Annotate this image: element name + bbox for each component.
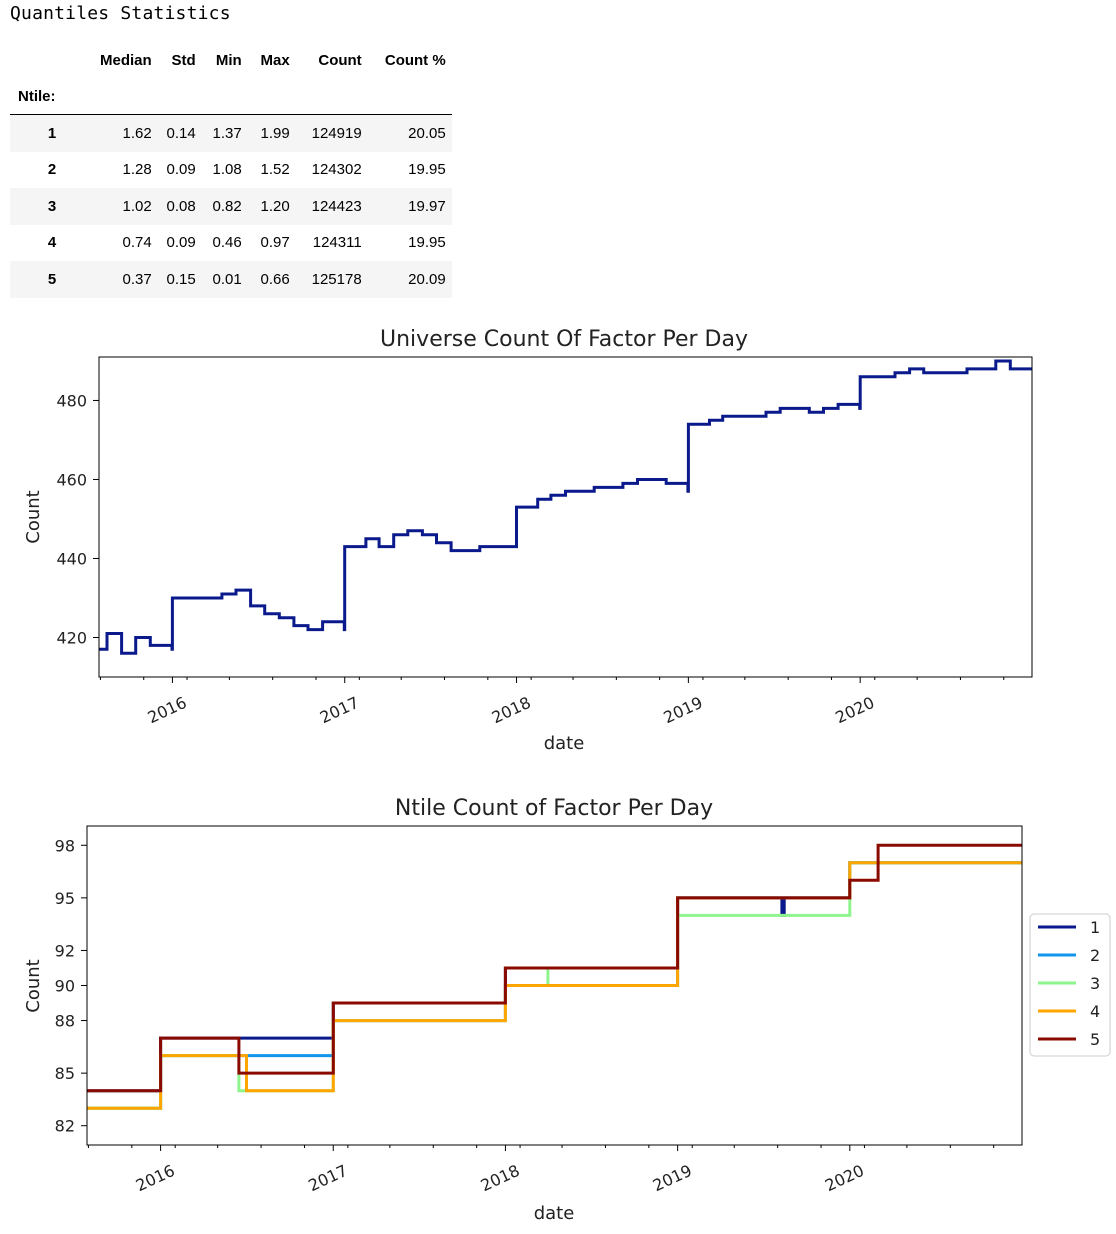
y-tick-label: 420 — [56, 628, 87, 647]
legend-label-3: 3 — [1090, 974, 1100, 993]
ntile-cell: 3 — [47, 197, 57, 215]
series-line-4 — [87, 861, 1022, 1110]
median-cell: 1.62 — [122, 124, 152, 142]
count-cell: 125178 — [311, 270, 362, 288]
y-tick-label: 440 — [56, 549, 87, 568]
quantiles-table: Median Std Min Max Count Count % Ntile: … — [10, 42, 452, 298]
count-cell: 124311 — [312, 234, 362, 252]
legend-label-5: 5 — [1090, 1030, 1100, 1049]
median-cell: 1.28 — [122, 161, 152, 179]
x-axis-title: date — [534, 1203, 575, 1224]
min-cell: 1.08 — [212, 161, 242, 179]
chart-title: Universe Count Of Factor Per Day — [380, 327, 748, 352]
count-pct-cell: 19.95 — [408, 161, 446, 179]
table-header-row: Median Std Min Max Count Count % — [10, 42, 452, 78]
ntile-cell: 2 — [47, 161, 57, 179]
legend-label-2: 2 — [1090, 946, 1100, 965]
col-header-count-pct: Count % — [384, 51, 446, 69]
count-pct-cell: 20.05 — [408, 124, 446, 142]
count-pct-cell: 20.09 — [408, 270, 446, 288]
legend-label-4: 4 — [1090, 1002, 1100, 1021]
table-row: 2 1.28 0.09 1.08 1.52 124302 19.95 — [10, 152, 452, 189]
table-row: 3 1.02 0.08 0.82 1.20 124423 19.97 — [10, 188, 452, 225]
min-cell: 0.01 — [212, 270, 242, 288]
x-tick-label: 2019 — [661, 693, 706, 727]
plot-frame — [98, 356, 1033, 678]
table-row: 5 0.37 0.15 0.01 0.66 125178 20.09 — [10, 261, 452, 298]
table-index-row: Ntile: — [10, 78, 452, 115]
count-cell: 124423 — [311, 197, 362, 215]
y-tick-label: 95 — [55, 889, 75, 908]
std-cell: 0.08 — [166, 197, 196, 215]
y-tick-label: 92 — [55, 941, 75, 960]
x-tick-label: 2020 — [832, 693, 877, 727]
series-line-5 — [87, 843, 1022, 1093]
col-header-median: Median — [100, 51, 152, 69]
y-tick-label: 98 — [55, 836, 75, 855]
y-tick-label: 85 — [55, 1064, 75, 1083]
std-cell: 0.09 — [166, 234, 196, 252]
max-cell: 0.97 — [260, 234, 290, 252]
x-tick-label: 2017 — [317, 693, 362, 727]
universe-count-chart: Universe Count Of Factor Per Day 2016 201… — [23, 327, 1033, 754]
median-cell: 1.02 — [122, 197, 152, 215]
table-corner — [10, 42, 94, 78]
x-axis-title: date — [544, 733, 585, 754]
ntile-cell: 4 — [47, 234, 57, 252]
index-name: Ntile: — [10, 78, 94, 115]
y-tick-label: 88 — [55, 1012, 75, 1031]
ntile-cell: 1 — [47, 124, 57, 142]
count-pct-cell: 19.97 — [408, 197, 446, 215]
x-tick-label: 2020 — [822, 1161, 867, 1195]
col-header-min: Min — [215, 51, 242, 69]
chart-title: Ntile Count of Factor Per Day — [395, 796, 713, 821]
max-cell: 0.66 — [260, 270, 290, 288]
std-cell: 0.09 — [166, 161, 196, 179]
min-cell: 0.46 — [212, 234, 242, 252]
x-tick-label: 2018 — [489, 693, 534, 727]
y-tick-label: 480 — [56, 391, 87, 410]
max-cell: 1.99 — [260, 124, 290, 142]
count-cell: 124919 — [311, 124, 362, 142]
table-row: 1 1.62 0.14 1.37 1.99 124919 20.05 — [10, 114, 452, 152]
y-tick-label: 90 — [55, 977, 75, 996]
legend-label-1: 1 — [1090, 918, 1100, 937]
x-tick-label: 2018 — [478, 1161, 523, 1195]
median-cell: 0.37 — [122, 270, 152, 288]
count-cell: 124302 — [311, 161, 362, 179]
count-pct-cell: 19.95 — [408, 234, 446, 252]
x-tick-label: 2019 — [650, 1161, 695, 1195]
col-header-std: Std — [171, 51, 196, 69]
page-heading: Quantiles Statistics — [10, 3, 231, 24]
min-cell: 1.37 — [212, 124, 242, 142]
series-line-1 — [99, 359, 1032, 655]
x-tick-label: 2016 — [133, 1161, 178, 1195]
y-axis-title: Count — [23, 959, 44, 1012]
min-cell: 0.82 — [212, 197, 242, 215]
std-cell: 0.15 — [166, 270, 196, 288]
col-header-max: Max — [260, 51, 290, 69]
ntile-cell: 5 — [47, 270, 57, 288]
ntile-count-chart: Ntile Count of Factor Per Day 2016 2017 20… — [23, 796, 1111, 1224]
max-cell: 1.52 — [260, 161, 290, 179]
legend-box — [1029, 913, 1111, 1057]
table-row: 4 0.74 0.09 0.46 0.97 124311 19.95 — [10, 225, 452, 262]
col-header-count: Count — [318, 51, 362, 69]
y-axis-title: Count — [23, 490, 44, 543]
y-tick-label: 82 — [55, 1117, 75, 1136]
y-tick-label: 460 — [56, 470, 87, 489]
x-tick-label: 2016 — [145, 693, 190, 727]
max-cell: 1.20 — [260, 197, 290, 215]
plot-frame — [86, 825, 1023, 1146]
std-cell: 0.14 — [166, 124, 196, 142]
median-cell: 0.74 — [122, 234, 152, 252]
x-tick-label: 2017 — [305, 1161, 350, 1195]
